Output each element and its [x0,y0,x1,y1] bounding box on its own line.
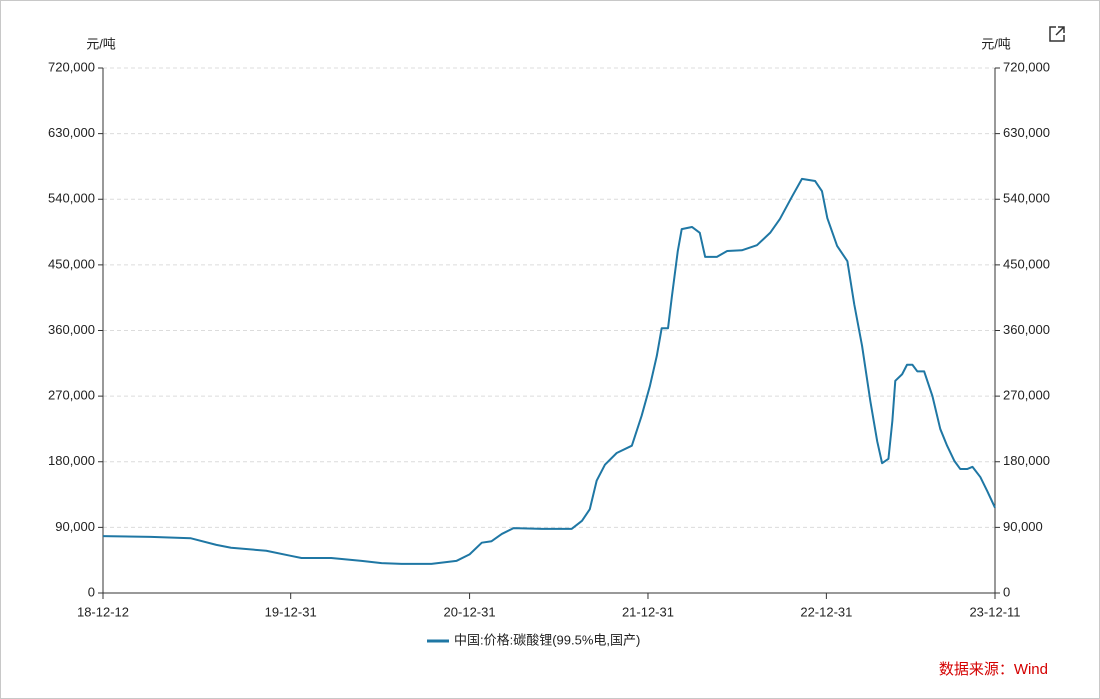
y2-tick-label: 720,000 [1003,59,1050,74]
x-tick-label: 23-12-11 [969,604,1020,619]
y-tick-label: 450,000 [48,256,95,271]
source-note: 数据来源：Wind [939,661,1048,678]
y-axis-unit: 元/吨 [86,36,116,51]
y2-tick-label: 180,000 [1003,453,1050,468]
y-tick-label: 270,000 [48,388,95,403]
expand-icon[interactable] [1049,26,1065,42]
y-tick-label: 0 [88,584,95,599]
x-tick-label: 18-12-12 [77,604,129,619]
y-tick-label: 720,000 [48,59,95,74]
y2-tick-label: 90,000 [1003,519,1043,534]
x-tick-label: 21-12-31 [622,604,674,619]
y2-tick-label: 360,000 [1003,322,1050,337]
legend-label: 中国:价格:碳酸锂(99.5%电,国产) [454,632,640,647]
data-line [102,177,996,565]
expand-icon-arrow [1055,26,1065,36]
y-tick-label: 540,000 [48,191,95,206]
y2-axis-unit: 元/吨 [981,36,1011,51]
y-tick-label: 90,000 [55,519,95,534]
x-tick-label: 22-12-31 [800,604,852,619]
y2-tick-label: 450,000 [1003,256,1050,271]
y2-tick-label: 540,000 [1003,191,1050,206]
y-tick-label: 360,000 [48,322,95,337]
y2-tick-label: 270,000 [1003,388,1050,403]
y-tick-label: 630,000 [48,125,95,140]
y-tick-label: 180,000 [48,453,95,468]
x-tick-label: 19-12-31 [265,604,317,619]
y2-tick-label: 630,000 [1003,125,1050,140]
y2-tick-label: 0 [1003,584,1010,599]
x-tick-label: 20-12-31 [444,604,496,619]
expand-icon-box [1049,26,1065,42]
